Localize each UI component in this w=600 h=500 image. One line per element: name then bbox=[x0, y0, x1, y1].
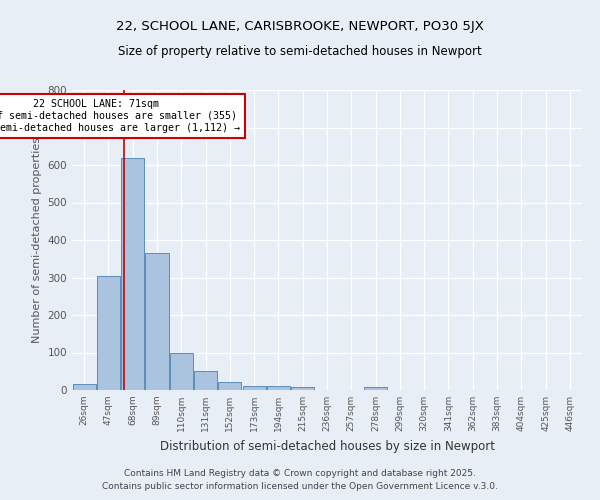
Bar bbox=[145, 253, 169, 390]
Text: Size of property relative to semi-detached houses in Newport: Size of property relative to semi-detach… bbox=[118, 45, 482, 58]
Bar bbox=[73, 384, 95, 390]
Y-axis label: Number of semi-detached properties: Number of semi-detached properties bbox=[32, 137, 42, 343]
Bar bbox=[194, 371, 217, 390]
Bar bbox=[97, 276, 120, 390]
Bar bbox=[170, 352, 193, 390]
Text: Contains public sector information licensed under the Open Government Licence v.: Contains public sector information licen… bbox=[102, 482, 498, 491]
Bar bbox=[364, 387, 387, 390]
Bar bbox=[291, 387, 314, 390]
Bar bbox=[218, 382, 241, 390]
X-axis label: Distribution of semi-detached houses by size in Newport: Distribution of semi-detached houses by … bbox=[160, 440, 494, 452]
Text: 22, SCHOOL LANE, CARISBROOKE, NEWPORT, PO30 5JX: 22, SCHOOL LANE, CARISBROOKE, NEWPORT, P… bbox=[116, 20, 484, 33]
Bar bbox=[242, 386, 266, 390]
Bar bbox=[267, 386, 290, 390]
Text: Contains HM Land Registry data © Crown copyright and database right 2025.: Contains HM Land Registry data © Crown c… bbox=[124, 468, 476, 477]
Text: 22 SCHOOL LANE: 71sqm
← 24% of semi-detached houses are smaller (355)
75% of sem: 22 SCHOOL LANE: 71sqm ← 24% of semi-deta… bbox=[0, 100, 240, 132]
Bar bbox=[121, 158, 144, 390]
